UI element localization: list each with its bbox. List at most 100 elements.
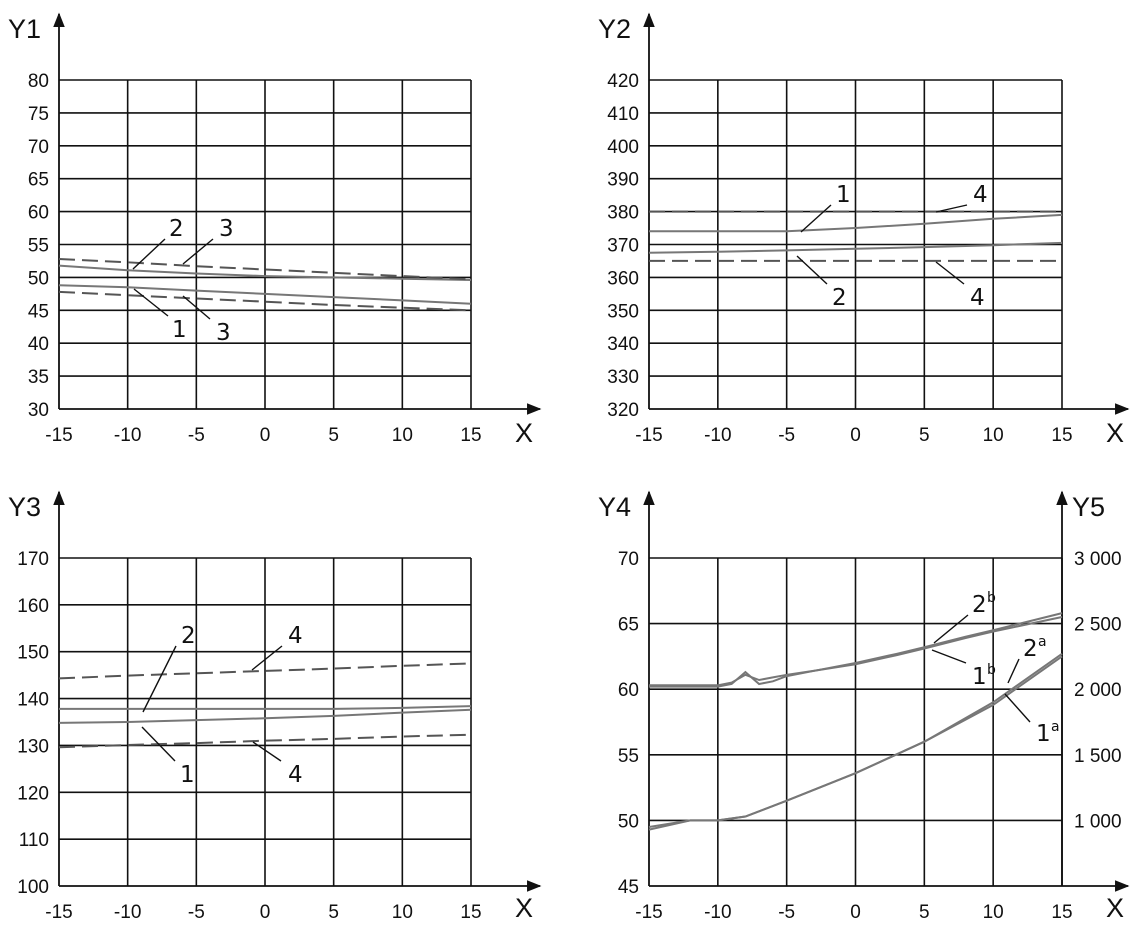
x-tick-label: 0 <box>850 425 861 446</box>
callout-leader <box>1004 693 1031 723</box>
y-tick-label: 70 <box>28 137 49 158</box>
series-line-s1 <box>58 284 472 305</box>
y-tick-label: 360 <box>607 268 639 289</box>
callout-leader <box>933 614 969 644</box>
y2-tick-label: 1 000 <box>1074 811 1122 832</box>
series-line-s2a <box>648 652 1063 831</box>
series-line-s2b <box>649 612 1063 688</box>
series-line-s1 <box>649 213 1063 233</box>
y-tick-label: 370 <box>607 236 639 257</box>
chart-panel-3: -15 -10 -5 0 5 10 15 100 110 120 130 140 150 160 170 Y3… <box>8 490 542 923</box>
y-tick-label: 75 <box>28 104 49 125</box>
x-axis-title: X <box>515 893 533 920</box>
x-tick-label: 10 <box>983 902 1004 920</box>
x-tick-label: -15 <box>635 425 662 446</box>
y-tick-label: 40 <box>28 334 49 355</box>
x-tick-label: 15 <box>1051 902 1072 920</box>
x-tick-label: -10 <box>114 425 141 446</box>
y2-tick-label: 2 500 <box>1074 615 1122 636</box>
x-tick-label: 5 <box>919 425 930 446</box>
y2-axis-title: Y5 <box>1072 492 1105 522</box>
callout-leader <box>182 295 211 320</box>
y-tick-label: 60 <box>618 680 639 701</box>
callout-leader <box>935 261 965 285</box>
callout-leader <box>252 741 282 762</box>
y-tick-label: 45 <box>618 877 639 898</box>
callout-label: 2 <box>972 592 987 618</box>
y-tick-label: 410 <box>607 104 639 125</box>
y-tick-label: 380 <box>607 203 639 224</box>
x-tick-label: 0 <box>260 425 271 446</box>
x-tick-label: -10 <box>704 902 731 920</box>
x-tick-label: -5 <box>778 902 795 920</box>
x-axis-title: X <box>515 418 533 448</box>
callout-leader <box>141 726 176 762</box>
x-tick-label: -10 <box>114 902 141 920</box>
series-line-s2 <box>59 705 472 710</box>
y-tick-label: 140 <box>17 690 49 711</box>
callout-leader <box>935 204 968 213</box>
series-line-s2 <box>648 241 1063 254</box>
y-tick-label: 400 <box>607 137 639 158</box>
y2-tick-label: 3 000 <box>1074 549 1122 570</box>
chart-panel-2: -15 -10 -5 0 5 10 15 320 330 340 350 360 370 380 390 40… <box>598 12 1130 448</box>
x-tick-label: 15 <box>1051 425 1072 446</box>
callout-label: 2 <box>832 285 847 311</box>
x-tick-label: 5 <box>919 902 930 920</box>
y-tick-label: 340 <box>607 334 639 355</box>
series-line-s1 <box>58 708 472 724</box>
y-tick-label: 60 <box>28 203 49 224</box>
callout-superscript: b <box>987 662 996 678</box>
callout-leader <box>132 238 166 270</box>
callout-label: 3 <box>219 216 234 242</box>
y-tick-label: 120 <box>17 783 49 804</box>
y-tick-label: 70 <box>618 549 639 570</box>
x-axis-title: X <box>1106 893 1124 920</box>
callout-leader <box>800 204 832 233</box>
x-tick-label: -15 <box>635 902 662 920</box>
chart-panel-4: -15 -10 -5 0 5 10 15 45 50 55 60 65 70 1 000 1 500 2 00… <box>598 490 1130 923</box>
y-tick-label: 110 <box>19 830 49 851</box>
callout-label: 1 <box>836 182 851 208</box>
callout-label: 4 <box>970 285 985 311</box>
callout-label: 2 <box>1023 636 1038 662</box>
callout-label: 1 <box>180 762 195 788</box>
x-tick-label: -10 <box>704 425 731 446</box>
y-tick-label: 130 <box>17 736 49 757</box>
y-tick-label: 30 <box>28 400 49 421</box>
callout-leader <box>1007 658 1020 684</box>
callout-leader <box>796 255 828 285</box>
y-tick-label: 320 <box>607 400 639 421</box>
chart-panel-1: -15 -10 -5 0 5 10 15 30 35 40 45 50 55 60 65 70 75 80 Y1 X 1… <box>8 12 542 448</box>
callout-label: 1 <box>1036 721 1051 747</box>
callout-label: 2 <box>169 216 184 242</box>
callout-leader <box>182 238 214 265</box>
y-tick-label: 35 <box>28 367 49 388</box>
callout-leader <box>142 645 177 713</box>
y-tick-label: 350 <box>607 301 639 322</box>
callout-superscript: a <box>1038 634 1047 650</box>
y-tick-label: 55 <box>28 236 49 257</box>
callout-label: 2 <box>181 623 196 649</box>
y-axis-title: Y3 <box>8 492 41 522</box>
y-axis-title: Y4 <box>598 492 631 522</box>
y2-tick-label: 1 500 <box>1074 746 1122 767</box>
y2-tick-label: 2 000 <box>1074 680 1122 701</box>
callout-superscript: b <box>987 590 996 606</box>
y-tick-label: 65 <box>28 170 49 191</box>
x-tick-label: 5 <box>328 902 339 920</box>
series-line-s2 <box>58 264 472 281</box>
x-tick-label: 0 <box>260 902 271 920</box>
x-tick-label: 15 <box>460 902 481 920</box>
x-tick-label: -5 <box>188 902 205 920</box>
y-tick-label: 170 <box>17 549 49 570</box>
callout-label: 4 <box>973 182 988 208</box>
x-tick-label: -5 <box>778 425 795 446</box>
y-tick-label: 390 <box>607 170 639 191</box>
callout-leader <box>931 649 967 664</box>
y-axis-title: Y2 <box>598 14 631 44</box>
callout-label: 3 <box>216 320 231 346</box>
y-tick-label: 50 <box>618 811 639 832</box>
